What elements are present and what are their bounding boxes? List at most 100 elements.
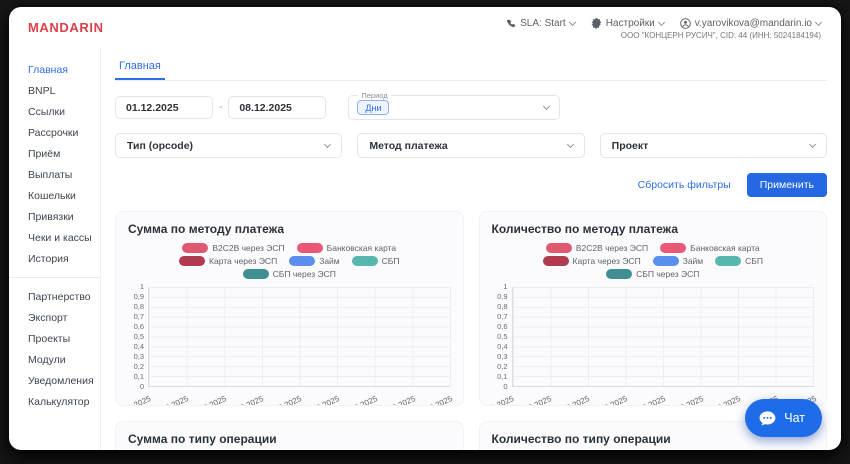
- y-tick-label: 0,4: [133, 342, 144, 351]
- legend-swatch: [182, 243, 209, 253]
- project-select-label: Проект: [611, 139, 649, 152]
- legend-swatch: [242, 269, 269, 279]
- x-tick-label: 05.12.2025: [664, 394, 704, 405]
- sidebar-item[interactable]: Калькулятор: [28, 395, 90, 408]
- filter-actions: Сбросить фильтры Применить: [115, 173, 827, 211]
- sidebar-item[interactable]: Кошельки: [28, 189, 76, 202]
- chevron-down-icon: [568, 18, 576, 26]
- settings-menu[interactable]: Настройки: [591, 18, 665, 29]
- charts-grid: Сумма по методу платежа B2C2B через ЭСП …: [115, 211, 827, 450]
- reset-filters-link[interactable]: Сбросить фильтры: [637, 179, 731, 191]
- tab-bar: Главная: [115, 53, 827, 81]
- y-tick-label: 0,7: [497, 312, 508, 321]
- y-tick-label: 1: [139, 282, 144, 291]
- date-range-dash: -: [219, 102, 223, 113]
- sidebar-item[interactable]: Приём: [28, 147, 61, 160]
- x-tick-label: 07.12.2025: [376, 394, 416, 405]
- y-tick-label: 0,3: [497, 352, 508, 361]
- sidebar-item[interactable]: Привязки: [28, 210, 74, 223]
- legend-swatch: [179, 256, 206, 266]
- legend-item[interactable]: Займ: [289, 256, 340, 266]
- legend-swatch: [715, 256, 742, 266]
- chart-card-count-by-method: Количество по методу платежа B2C2B через…: [478, 211, 827, 406]
- tab-main[interactable]: Главная: [115, 53, 165, 80]
- y-tick-label: 0,6: [133, 322, 144, 331]
- sidebar-item[interactable]: Чеки и кассы: [28, 231, 92, 244]
- x-tick-label: 01.12.2025: [513, 394, 553, 405]
- plot-area: [148, 287, 451, 387]
- y-axis: 1 0,9 0,8 0,7 0,6 0,5 0,4 0,3 0,2 0,1 0: [128, 283, 148, 391]
- app-window: MANDARIN SLA: Start Настройки v.yaroviko…: [9, 7, 841, 450]
- sidebar-divider: [9, 277, 100, 278]
- y-tick-label: 0: [139, 382, 144, 391]
- opcode-select[interactable]: Тип (opcode): [115, 133, 343, 158]
- sidebar-item[interactable]: BNPL: [28, 84, 56, 97]
- apply-button[interactable]: Применить: [746, 173, 827, 197]
- period-select[interactable]: Период Дни: [348, 91, 561, 120]
- legend-label: СБП: [745, 256, 763, 266]
- sidebar-item[interactable]: Выплаты: [28, 168, 73, 181]
- sidebar-item[interactable]: Главная: [28, 63, 68, 76]
- sidebar-item[interactable]: Ссылки: [28, 105, 65, 118]
- x-tick-label: 02.12.2025: [187, 394, 227, 405]
- plot-area: [511, 287, 814, 387]
- legend-label: Карта через ЭСП: [572, 256, 641, 266]
- sidebar-group-secondary: Партнерство Экспорт Проекты Модули Уведо…: [9, 286, 100, 412]
- logo: MANDARIN: [28, 19, 104, 35]
- legend-label: СБП: [381, 256, 400, 266]
- x-tick-label: 06.12.2025: [702, 394, 742, 405]
- account-menu[interactable]: v.yarovikova@mandarin.io: [679, 18, 823, 29]
- y-tick-label: 0,5: [497, 332, 508, 341]
- filters-panel: 01.12.2025 - 08.12.2025 Период Дни Тип (…: [115, 81, 827, 211]
- sidebar-item[interactable]: Партнерство: [28, 290, 91, 303]
- sidebar-item[interactable]: Проекты: [28, 332, 71, 345]
- chevron-down-icon: [808, 140, 817, 148]
- legend-swatch: [545, 243, 572, 253]
- x-axis: 30.11.202501.12.202502.12.202503.12.2025…: [116, 391, 454, 405]
- sidebar-item[interactable]: Экспорт: [28, 311, 68, 324]
- chevron-down-icon: [657, 18, 665, 26]
- y-tick-label: 0,6: [497, 322, 508, 331]
- y-tick-label: 0,5: [133, 332, 144, 341]
- y-tick-label: 0,3: [133, 352, 144, 361]
- y-axis: 1 0,9 0,8 0,7 0,6 0,5 0,4 0,3 0,2 0,1 0: [492, 283, 512, 391]
- user-icon: [679, 18, 691, 29]
- legend-item[interactable]: Банковская карта: [660, 243, 760, 253]
- legend-label: B2C2B через ЭСП: [212, 243, 285, 253]
- project-select[interactable]: Проект: [599, 133, 827, 158]
- payment-method-select[interactable]: Метод платежа: [357, 133, 585, 158]
- sidebar-item[interactable]: История: [28, 252, 69, 265]
- legend-item[interactable]: B2C2B через ЭСП: [182, 243, 285, 253]
- y-tick-label: 1: [503, 282, 508, 291]
- chat-button[interactable]: Чат: [745, 399, 822, 437]
- legend-item[interactable]: Карта через ЭСП: [542, 256, 641, 266]
- sidebar-group-main: Главная BNPL Ссылки Рассрочки Приём Выпл…: [9, 59, 100, 269]
- legend-item[interactable]: СБП через ЭСП: [242, 269, 336, 279]
- sla-menu[interactable]: SLA: Start: [506, 18, 576, 29]
- period-chip[interactable]: Дни: [357, 100, 390, 115]
- legend-item[interactable]: СБП: [351, 256, 400, 266]
- sidebar-item[interactable]: Рассрочки: [28, 126, 79, 139]
- date-to-input[interactable]: 08.12.2025: [228, 96, 327, 119]
- sidebar-item[interactable]: Модули: [28, 353, 66, 366]
- y-tick-label: 0,9: [133, 292, 144, 301]
- legend-item[interactable]: СБП через ЭСП: [606, 269, 699, 279]
- legend-item[interactable]: Займ: [652, 256, 703, 266]
- x-tick-label: 04.12.2025: [626, 394, 666, 405]
- legend-label: СБП через ЭСП: [272, 269, 336, 279]
- x-tick-label: 06.12.2025: [339, 394, 379, 405]
- date-from-input[interactable]: 01.12.2025: [115, 96, 213, 119]
- legend-item[interactable]: СБП: [715, 256, 763, 266]
- y-tick-label: 0,8: [133, 302, 144, 311]
- chart-legend: B2C2B через ЭСП Банковская карта Карта ч…: [492, 243, 815, 279]
- sidebar-item[interactable]: Уведомления: [28, 374, 94, 387]
- y-tick-label: 0,2: [133, 362, 144, 371]
- x-tick-label: 02.12.2025: [551, 394, 591, 405]
- legend-item[interactable]: B2C2B через ЭСП: [545, 243, 648, 253]
- legend-item[interactable]: Карта через ЭСП: [179, 256, 277, 266]
- legend-item[interactable]: Банковская карта: [296, 243, 396, 253]
- legend-swatch: [660, 243, 687, 253]
- company-info: ООО "КОНЦЕРН РУСИЧ", CID: 44 (ИНН: 50241…: [620, 31, 821, 40]
- y-tick-label: 0,1: [497, 372, 508, 381]
- legend-swatch: [351, 256, 378, 266]
